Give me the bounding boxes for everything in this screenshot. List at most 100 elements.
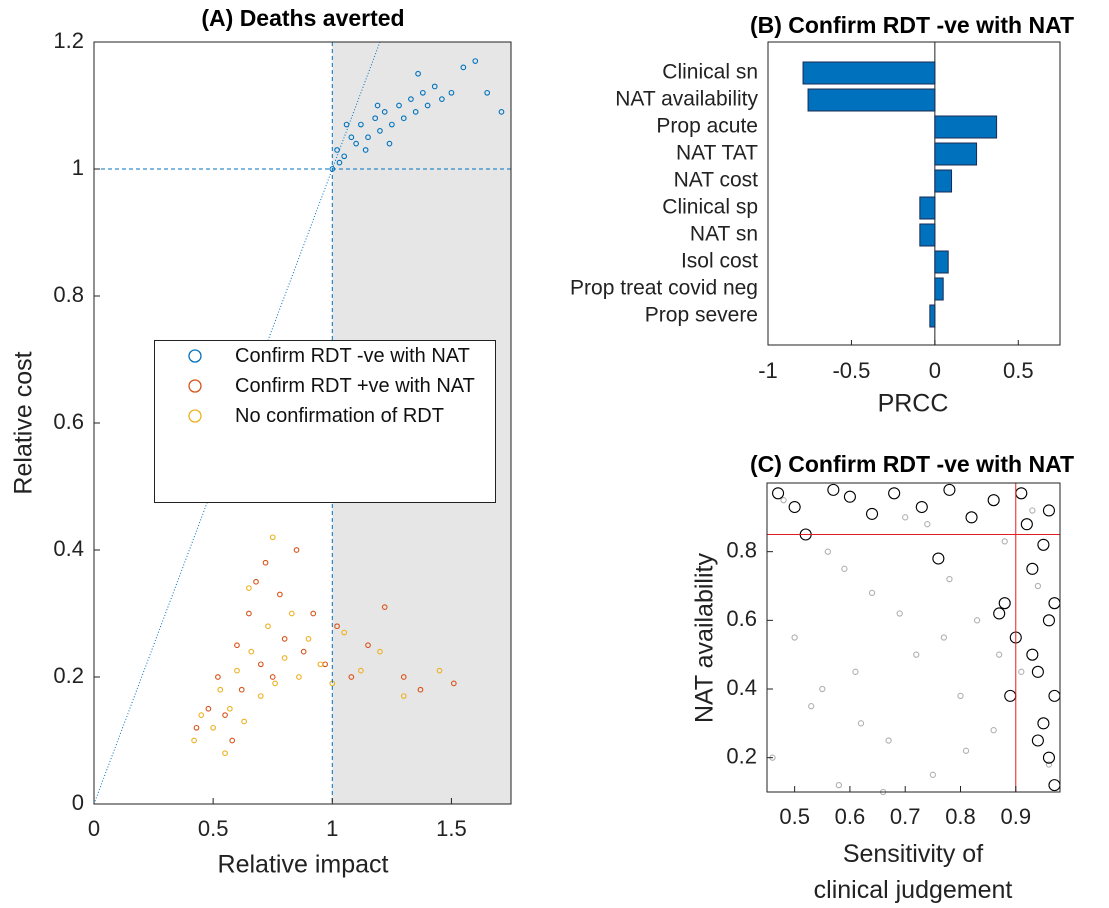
point — [841, 565, 848, 572]
point — [1015, 487, 1028, 500]
x-tick-label: -1 — [758, 358, 778, 383]
bar — [919, 223, 936, 247]
point — [885, 737, 892, 744]
point — [374, 102, 381, 109]
point — [217, 686, 224, 693]
point — [902, 514, 909, 521]
point — [498, 108, 505, 115]
y-tick-label: 0.2 — [53, 663, 84, 688]
point — [238, 686, 245, 693]
y-tick-label: 0.4 — [726, 675, 757, 700]
x-tick-label: 1 — [326, 816, 338, 841]
point — [400, 674, 407, 680]
point — [300, 648, 307, 655]
point — [246, 610, 252, 617]
point — [808, 703, 815, 710]
plot-frame — [93, 41, 512, 805]
point — [198, 712, 205, 718]
point — [257, 661, 264, 668]
point — [868, 589, 876, 597]
point — [229, 737, 236, 744]
point — [246, 585, 252, 591]
point — [1042, 614, 1055, 627]
plot-frame — [766, 482, 1061, 793]
point — [234, 667, 240, 674]
point — [1001, 538, 1008, 545]
point — [400, 693, 407, 699]
point — [353, 140, 359, 147]
point — [929, 771, 936, 778]
point — [372, 115, 379, 122]
x-axis-label: Sensitivity of clinical judgement — [813, 840, 1013, 904]
point — [436, 667, 443, 674]
point — [1031, 734, 1044, 747]
x-tick-label: 0.6 — [835, 804, 866, 829]
point — [412, 108, 419, 115]
point — [358, 121, 364, 128]
bar — [919, 196, 936, 220]
legend-marker — [155, 408, 235, 424]
x-tick-label: 0.9 — [1000, 804, 1031, 829]
y-tick-label: Isol cost — [681, 250, 758, 273]
point — [277, 591, 283, 598]
point — [241, 718, 247, 725]
point — [827, 483, 840, 496]
legend-marker — [155, 348, 235, 364]
x-tick-label: -0.5 — [832, 358, 870, 383]
point — [305, 636, 312, 642]
point — [234, 642, 240, 649]
point — [940, 634, 948, 641]
point — [998, 597, 1011, 610]
point — [334, 147, 340, 153]
bar — [934, 142, 978, 166]
point — [257, 693, 264, 699]
y-tick-label: 1.2 — [53, 28, 84, 53]
y-tick-label: 0.2 — [726, 743, 757, 768]
point — [1042, 504, 1055, 517]
point — [293, 547, 300, 553]
legend-label: Confirm RDT -ve with NAT — [235, 345, 470, 367]
x-tick-label: 0.8 — [945, 804, 976, 829]
y-axis-label: NAT availability — [691, 553, 719, 723]
point — [386, 140, 393, 147]
point — [348, 134, 355, 141]
point — [1034, 582, 1042, 590]
bar — [929, 304, 936, 328]
point — [205, 705, 212, 712]
point — [317, 661, 324, 668]
point — [358, 667, 364, 674]
point — [965, 511, 978, 524]
chart-title: (B) Confirm RDT -ve with NAT — [750, 12, 1074, 38]
chart-title: (C) Confirm RDT -ve with NAT — [750, 451, 1074, 477]
point — [996, 651, 1003, 658]
y-tick-label: 0.6 — [53, 409, 84, 434]
point — [310, 610, 317, 617]
chart-title: (A) Deaths averted — [201, 5, 404, 31]
point — [341, 153, 348, 160]
point — [865, 507, 879, 520]
x-tick-label: 0.5 — [779, 804, 810, 829]
legend: Confirm RDT -ve with NAT Confirm RDT +ve … — [154, 340, 496, 503]
point — [424, 102, 431, 109]
point — [336, 159, 343, 166]
point — [448, 89, 455, 96]
point — [924, 521, 931, 528]
point — [269, 674, 276, 680]
point — [835, 781, 843, 789]
y-tick-label: NAT sn — [690, 223, 758, 246]
point — [450, 680, 457, 687]
point — [1045, 761, 1053, 768]
point — [484, 89, 491, 96]
legend-label: Confirm RDT +ve with NAT — [235, 375, 475, 397]
point — [1037, 717, 1050, 730]
y-tick-label: Clinical sn — [662, 61, 758, 84]
point — [322, 661, 328, 668]
bar — [934, 169, 953, 193]
x-tick-label: 0 — [88, 816, 100, 841]
point — [772, 487, 785, 500]
point — [193, 724, 200, 731]
point — [226, 705, 233, 712]
point — [915, 500, 928, 514]
point — [472, 58, 479, 64]
